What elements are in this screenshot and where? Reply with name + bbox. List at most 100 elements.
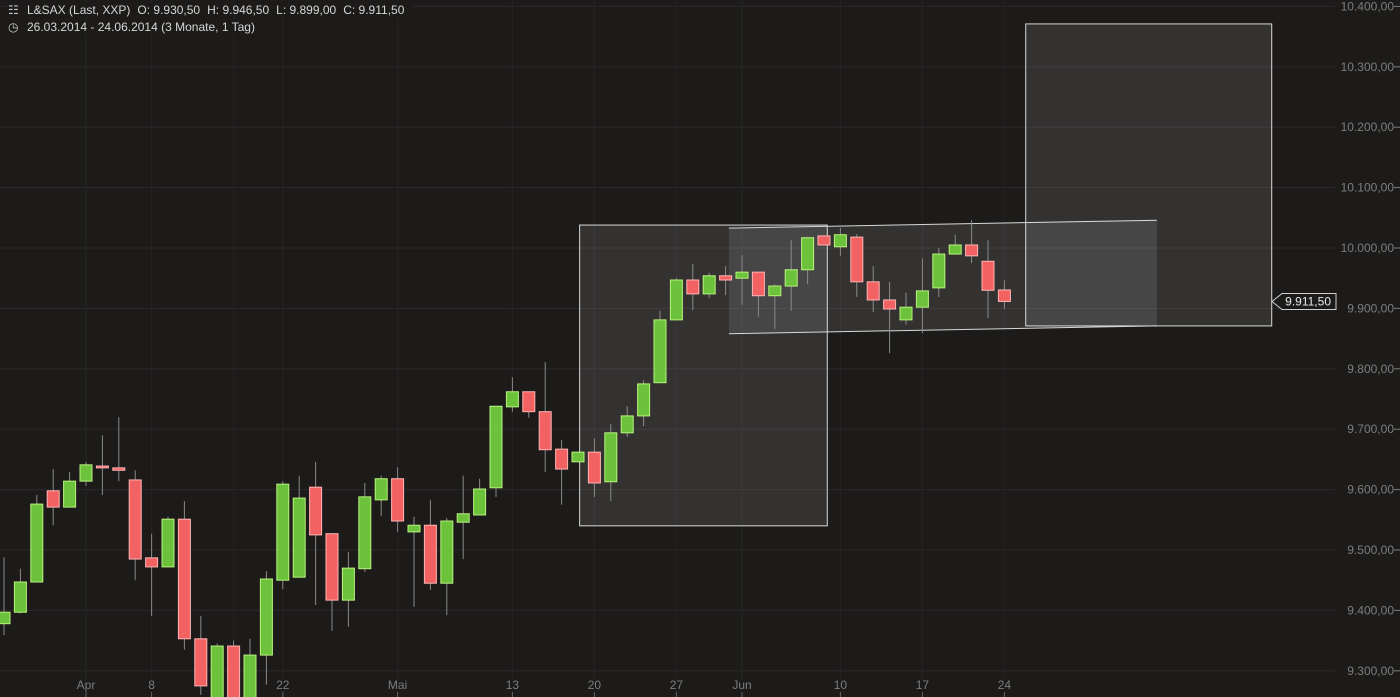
candle-body [95,465,109,469]
y-tick-label: 9.900,00 [1347,301,1394,315]
candle-body [276,483,290,581]
candle-up [571,451,585,463]
candle-body [440,520,454,584]
x-tick-label: Mai [388,678,407,692]
candle-body [932,253,946,289]
candle-body [63,480,77,508]
candle-down [981,240,995,319]
candle-body [391,478,405,522]
candle-up [505,377,519,412]
high-value: H: 9.946,50 [207,3,270,17]
candle-up [653,310,667,384]
candle-body [719,275,733,281]
last-price-label: 9.911,50 [1285,294,1331,308]
candle-up [768,284,782,329]
candle-down [145,533,159,616]
candle-down [112,417,126,482]
candle-down [522,391,536,418]
x-tick-label: Jun [732,678,751,692]
candle-down [46,469,60,526]
candle-body [587,451,601,484]
candle-up [932,248,946,297]
channel-top-line [728,219,1157,229]
candle-body [489,405,503,489]
candle-up [604,423,618,502]
candle-body [145,557,159,568]
candle-up [440,517,454,616]
clock-icon: ◷ [8,20,19,34]
instrument-header: ☷ L&SAX (Last, XXP) O: 9.930,50 H: 9.946,50… [6,3,414,17]
candle-up [833,228,847,256]
candle-down [719,266,733,296]
date-range: 26.03.2014 - 24.06.2014 (3 Monate, 1 Tag… [27,20,255,34]
candle-body [784,269,798,287]
low-value: L: 9.899,00 [276,3,337,17]
y-tick-label: 9.400,00 [1347,603,1394,617]
candle-down [128,470,142,581]
x-tick-label: 20 [588,678,602,692]
candle-up [899,292,913,325]
candle-body [768,285,782,297]
candle-up [620,406,634,438]
candle-up [456,475,470,560]
x-tick-label: 8 [148,678,155,692]
candle-body [374,478,388,501]
candle-body [883,299,897,310]
candle-body [161,518,175,568]
candle-up [637,380,651,427]
candle-body [653,319,667,384]
y-tick-label: 9.300,00 [1347,664,1394,678]
candle-body [817,235,831,246]
candle-body [571,451,585,463]
candle-up [702,272,716,299]
candle-up [669,278,683,321]
close-value: C: 9.911,50 [343,3,405,17]
y-tick-label: 10.000,00 [1341,241,1395,255]
candle-body [899,306,913,321]
candle-down [177,501,191,650]
y-tick-label: 10.300,00 [1341,60,1395,74]
last-price-marker [1271,292,1337,310]
candle-body [981,260,995,291]
candle-down [391,467,405,532]
candle-down [850,234,864,297]
candle-down [866,266,880,313]
candle-up [358,482,372,572]
candlestick-settings-icon[interactable]: ☷ [8,3,19,17]
candle-down [751,271,765,317]
candle-body [358,496,372,570]
candle-up [948,234,962,255]
candle-body [801,237,815,271]
candle-up [801,237,815,285]
candle-body [637,383,651,417]
candle-body [30,503,44,583]
candle-body [13,581,27,613]
candle-down [686,263,700,311]
candle-body [948,244,962,255]
y-tick-label: 10.100,00 [1341,181,1395,195]
x-tick-label: 27 [670,678,684,692]
candle-up [735,255,749,305]
candle-down [538,362,552,473]
x-tick-label: 13 [506,678,520,692]
candle-body [177,518,191,640]
candle-up [473,478,487,516]
candle-body [227,645,241,697]
candle-body [128,479,142,560]
candle-body [915,290,929,308]
candle-up [243,638,257,697]
x-tick-label: Apr [77,678,96,692]
candle-up [407,516,421,607]
candle-up [784,240,798,311]
candle-down [423,499,437,590]
candle-down [227,640,241,697]
y-tick-label: 9.700,00 [1347,422,1394,436]
candle-body [751,271,765,297]
candle-up [161,516,175,568]
candle-up [489,405,503,497]
candle-body [423,524,437,584]
rectangle-drawing [1025,23,1273,327]
candle-down [997,280,1011,310]
candle-body [112,467,126,471]
